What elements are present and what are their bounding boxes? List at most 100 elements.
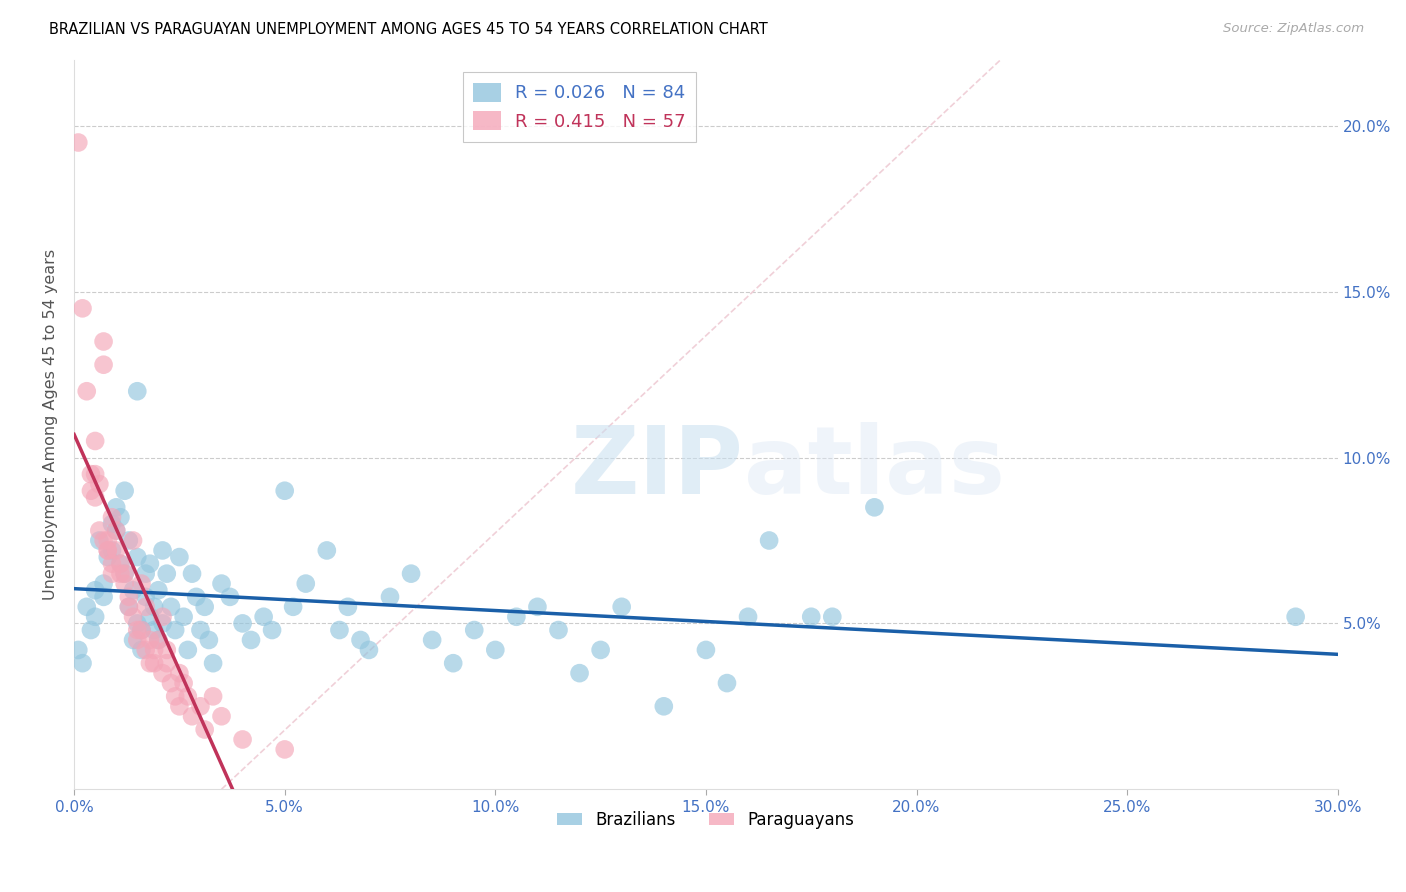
Point <box>118 533 141 548</box>
Point <box>156 566 179 581</box>
Point <box>169 666 191 681</box>
Point <box>84 434 107 448</box>
Point <box>169 550 191 565</box>
Point <box>89 477 111 491</box>
Point <box>110 510 132 524</box>
Text: BRAZILIAN VS PARAGUAYAN UNEMPLOYMENT AMONG AGES 45 TO 54 YEARS CORRELATION CHART: BRAZILIAN VS PARAGUAYAN UNEMPLOYMENT AMO… <box>49 22 768 37</box>
Legend: Brazilians, Paraguayans: Brazilians, Paraguayans <box>551 805 862 836</box>
Point <box>110 557 132 571</box>
Point <box>110 557 132 571</box>
Point <box>652 699 675 714</box>
Point <box>105 500 128 515</box>
Point <box>93 590 115 604</box>
Point <box>67 136 90 150</box>
Point <box>101 543 124 558</box>
Point <box>211 709 233 723</box>
Point <box>610 599 633 614</box>
Point <box>863 500 886 515</box>
Point <box>76 384 98 399</box>
Point <box>399 566 422 581</box>
Point <box>118 599 141 614</box>
Point <box>232 732 254 747</box>
Point <box>80 467 103 482</box>
Point <box>127 384 149 399</box>
Point <box>737 609 759 624</box>
Point <box>328 623 350 637</box>
Point <box>232 616 254 631</box>
Point <box>202 656 225 670</box>
Point <box>156 656 179 670</box>
Point <box>160 676 183 690</box>
Point <box>89 533 111 548</box>
Point <box>131 623 153 637</box>
Point <box>105 524 128 538</box>
Point <box>93 576 115 591</box>
Point <box>152 543 174 558</box>
Point <box>165 690 187 704</box>
Point <box>80 483 103 498</box>
Point <box>148 632 170 647</box>
Point <box>105 543 128 558</box>
Point <box>202 690 225 704</box>
Point <box>97 543 120 558</box>
Point <box>135 566 157 581</box>
Point <box>181 566 204 581</box>
Point <box>177 643 200 657</box>
Point <box>152 616 174 631</box>
Point <box>114 576 136 591</box>
Point <box>135 599 157 614</box>
Point <box>568 666 591 681</box>
Point <box>122 609 145 624</box>
Point <box>589 643 612 657</box>
Text: atlas: atlas <box>744 422 1005 514</box>
Point <box>101 557 124 571</box>
Point <box>143 643 166 657</box>
Point <box>253 609 276 624</box>
Point <box>97 543 120 558</box>
Point <box>139 557 162 571</box>
Point <box>152 609 174 624</box>
Point <box>84 491 107 505</box>
Point <box>441 656 464 670</box>
Point <box>114 566 136 581</box>
Text: Source: ZipAtlas.com: Source: ZipAtlas.com <box>1223 22 1364 36</box>
Point <box>101 510 124 524</box>
Point <box>89 524 111 538</box>
Point <box>169 699 191 714</box>
Point <box>800 609 823 624</box>
Point <box>281 599 304 614</box>
Point <box>72 656 94 670</box>
Point <box>80 623 103 637</box>
Point <box>97 533 120 548</box>
Point <box>173 609 195 624</box>
Point <box>114 483 136 498</box>
Point <box>190 623 212 637</box>
Point <box>114 566 136 581</box>
Point <box>420 632 443 647</box>
Text: ZIP: ZIP <box>571 422 744 514</box>
Point <box>190 699 212 714</box>
Point <box>148 632 170 647</box>
Point <box>93 358 115 372</box>
Point <box>378 590 401 604</box>
Point <box>273 742 295 756</box>
Point <box>240 632 263 647</box>
Point <box>152 666 174 681</box>
Point <box>165 623 187 637</box>
Point <box>118 590 141 604</box>
Point <box>336 599 359 614</box>
Y-axis label: Unemployment Among Ages 45 to 54 years: Unemployment Among Ages 45 to 54 years <box>44 249 58 600</box>
Point <box>177 690 200 704</box>
Point <box>122 583 145 598</box>
Point <box>198 632 221 647</box>
Point <box>76 599 98 614</box>
Point <box>349 632 371 647</box>
Point <box>127 632 149 647</box>
Point <box>526 599 548 614</box>
Point <box>139 632 162 647</box>
Point <box>315 543 337 558</box>
Point <box>219 590 242 604</box>
Point <box>84 467 107 482</box>
Point <box>139 656 162 670</box>
Point <box>131 643 153 657</box>
